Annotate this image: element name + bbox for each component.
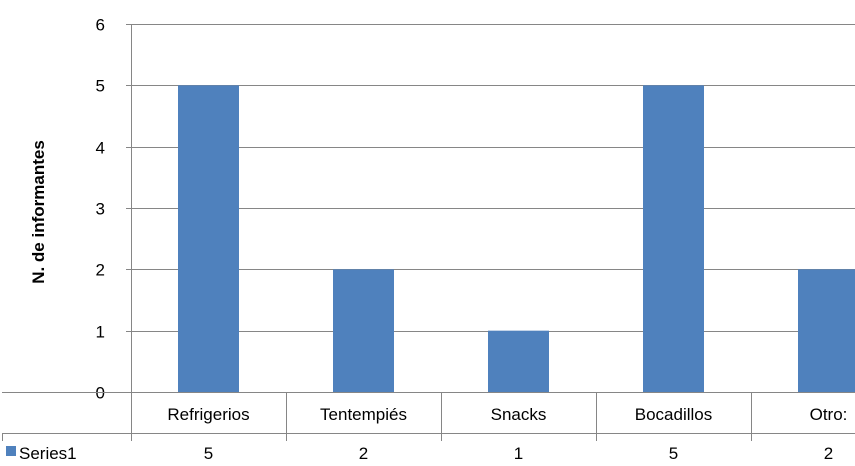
data-table: Refrigerios Tentempiés Snacks Bocadillos Otr… (2, 392, 855, 463)
data-table-value: 1 (514, 444, 523, 461)
y-tick-label: 6 (96, 16, 105, 35)
category-label: Snacks (491, 405, 547, 424)
series-name-label: Series1 (19, 444, 77, 461)
y-tick-label: 4 (96, 139, 105, 158)
legend-swatch (6, 446, 16, 456)
grid-lines (126, 24, 855, 393)
category-label: Refrigerios (167, 405, 249, 424)
y-tick-label: 2 (96, 261, 105, 280)
bar (798, 269, 855, 392)
y-axis-label: N. de informantes (29, 140, 48, 284)
data-table-value: 5 (669, 444, 678, 461)
y-tick-label: 5 (96, 77, 105, 96)
data-table-value: 2 (824, 444, 833, 461)
data-table-value: 5 (204, 444, 213, 461)
y-tick-label: 1 (96, 323, 105, 342)
category-label: Bocadillos (635, 405, 713, 424)
category-label: Otro: (810, 405, 848, 424)
bars (178, 85, 855, 392)
data-table-value: 2 (359, 444, 368, 461)
bar (333, 269, 394, 392)
bar (178, 85, 239, 392)
category-label: Tentempiés (320, 405, 407, 424)
bar (488, 330, 549, 392)
y-tick-label: 3 (96, 200, 105, 219)
bar (643, 85, 704, 392)
